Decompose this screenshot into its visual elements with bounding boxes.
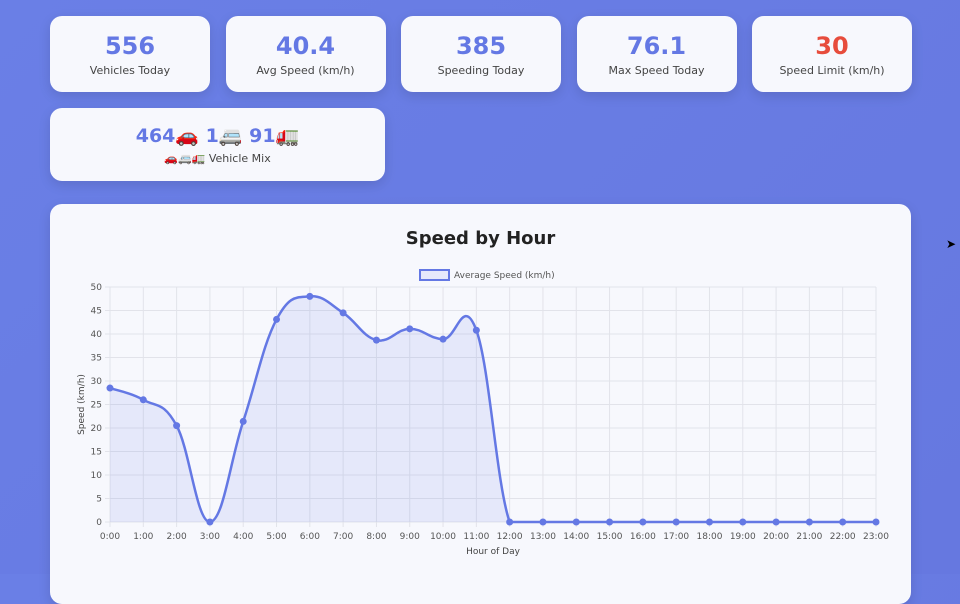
legend-swatch xyxy=(419,269,450,281)
x-tick-label: 6:00 xyxy=(300,532,320,542)
area-fill xyxy=(110,296,876,522)
stat-value: 30 xyxy=(815,32,849,60)
x-tick-label: 7:00 xyxy=(333,532,353,542)
data-point xyxy=(372,336,380,344)
y-tick-label: 20 xyxy=(91,424,103,434)
y-tick-label: 0 xyxy=(96,518,102,528)
data-point xyxy=(672,518,680,526)
data-point xyxy=(206,518,214,526)
data-point xyxy=(705,518,713,526)
x-tick-label: 22:00 xyxy=(830,532,856,542)
x-tick-label: 9:00 xyxy=(400,532,420,542)
vehicle-mix-label: 🚗🚐🚛 Vehicle Mix xyxy=(164,152,271,165)
data-point xyxy=(572,518,580,526)
legend-label: Average Speed (km/h) xyxy=(454,271,555,281)
stat-label: Speeding Today xyxy=(437,64,525,77)
y-axis-label: Speed (km/h) xyxy=(77,374,87,435)
x-tick-label: 3:00 xyxy=(200,532,220,542)
x-tick-label: 16:00 xyxy=(630,532,656,542)
data-point xyxy=(306,292,314,300)
x-tick-label: 18:00 xyxy=(697,532,723,542)
x-tick-label: 23:00 xyxy=(863,532,889,542)
stat-card: 385 Speeding Today xyxy=(401,16,561,92)
x-tick-label: 20:00 xyxy=(763,532,789,542)
y-tick-label: 50 xyxy=(91,283,103,293)
speed-line-chart: 0 5 10 15 20 25 30 35 40 45 50 0:00 1:00 2:00 3:00 4:00… xyxy=(77,269,889,557)
x-tick-label: 2:00 xyxy=(166,532,186,542)
stat-card: 40.4 Avg Speed (km/h) xyxy=(225,16,386,92)
x-tick-label: 4:00 xyxy=(233,532,253,542)
stat-value: 556 xyxy=(104,32,156,60)
x-tick-label: 8:00 xyxy=(366,532,386,542)
stat-value: 385 xyxy=(455,32,507,60)
x-tick-label: 5:00 xyxy=(266,532,286,542)
data-point xyxy=(406,325,414,333)
data-point xyxy=(273,315,281,323)
data-point xyxy=(839,518,847,526)
data-point xyxy=(539,518,547,526)
speed-chart-card: Speed by Hour 0 5 10 15 20 25 30 35 40 45 50 0:00 1:… xyxy=(50,204,911,604)
mouse-cursor-icon: ➤ xyxy=(946,237,957,251)
vehicle-mix-card: 464🚗 1🚐 91🚛 🚗🚐🚛 Vehicle Mix xyxy=(50,108,385,181)
y-tick-label: 10 xyxy=(91,471,103,481)
data-point xyxy=(506,518,514,526)
x-axis-label: Hour of Day xyxy=(466,547,521,557)
y-tick-label: 25 xyxy=(91,401,102,411)
data-point xyxy=(772,518,780,526)
data-point xyxy=(472,326,480,334)
stat-value: 40.4 xyxy=(275,32,336,60)
y-tick-label: 35 xyxy=(91,354,102,364)
data-point xyxy=(173,422,181,430)
data-point xyxy=(606,518,614,526)
data-point xyxy=(139,396,147,404)
x-tick-label: 19:00 xyxy=(730,532,756,542)
stat-card: 76.1 Max Speed Today xyxy=(576,16,737,92)
data-point xyxy=(639,518,647,526)
vehicle-mix-value: 464🚗 1🚐 91🚛 xyxy=(135,125,300,147)
x-tick-label: 10:00 xyxy=(430,532,456,542)
y-tick-label: 15 xyxy=(91,448,102,458)
y-tick-label: 30 xyxy=(91,377,103,387)
x-tick-label: 1:00 xyxy=(133,532,153,542)
x-tick-label: 13:00 xyxy=(530,532,556,542)
x-tick-label: 11:00 xyxy=(463,532,489,542)
x-tick-label: 15:00 xyxy=(597,532,623,542)
x-tick-label: 17:00 xyxy=(663,532,689,542)
chart-title: Speed by Hour xyxy=(405,228,556,249)
data-point xyxy=(439,335,447,343)
data-point xyxy=(239,417,247,425)
data-point xyxy=(872,518,880,526)
x-tick-label: 14:00 xyxy=(563,532,589,542)
stat-value: 76.1 xyxy=(626,32,687,60)
x-tick-label: 0:00 xyxy=(100,532,120,542)
stat-label: Avg Speed (km/h) xyxy=(256,64,355,77)
stat-card: 556 Vehicles Today xyxy=(50,16,210,92)
data-point xyxy=(739,518,747,526)
x-tick-label: 21:00 xyxy=(796,532,822,542)
y-tick-label: 5 xyxy=(96,495,102,505)
data-point xyxy=(805,518,813,526)
data-point xyxy=(339,309,347,317)
stat-label: Max Speed Today xyxy=(608,64,705,77)
stat-card: 30 Speed Limit (km/h) xyxy=(752,16,912,92)
y-tick-label: 45 xyxy=(91,307,102,317)
stat-label: Speed Limit (km/h) xyxy=(779,64,885,77)
y-tick-label: 40 xyxy=(91,330,103,340)
x-tick-label: 12:00 xyxy=(497,532,523,542)
data-point xyxy=(106,384,114,392)
stat-label: Vehicles Today xyxy=(89,64,171,77)
